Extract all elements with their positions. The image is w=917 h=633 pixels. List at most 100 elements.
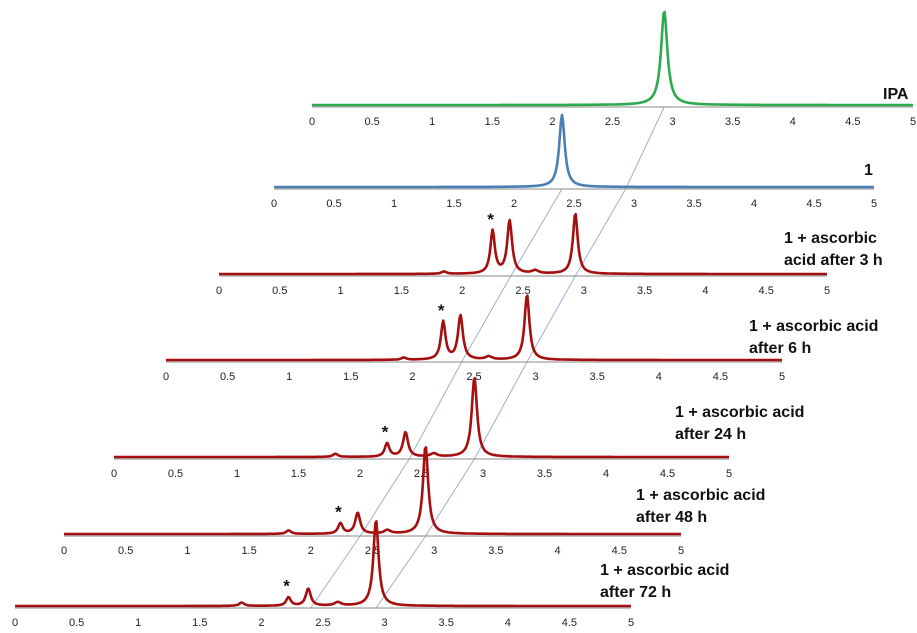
x-tick-label: 1.5 [291,468,306,480]
peak-marker: * [382,422,389,441]
trace-1: 0 0.5 1 1.5 2 2.5 3 3.5 4 4.5 5 IPA [309,10,916,128]
x-tick-label: 2.5 [414,468,429,480]
series-label: 1 + ascorbic acid [636,487,765,504]
x-tick-label: 1.5 [446,198,461,210]
x-tick-label: 3.5 [686,198,701,210]
trace-line [311,10,914,107]
x-tick-label: 4.5 [713,371,728,383]
trace-5: 0 0.5 1 1.5 2 2.5 3 3.5 4 4.5 5 * 1 + ascorbic acid a… [111,377,804,480]
x-tick-label: 4.5 [660,468,675,480]
series-label: after 48 h [636,509,707,526]
x-tick-label: 0 [163,371,169,383]
x-tick-label: 1.5 [394,285,409,297]
x-tick-label: 2.5 [566,198,581,210]
peak-marker: * [438,301,445,320]
x-tick-label: 2 [459,285,465,297]
x-tick-label: 3 [670,116,676,128]
x-tick-label: 1.5 [343,371,358,383]
trace-7: 0 0.5 1 1.5 2 2.5 3 3.5 4 4.5 5 * 1 + ascorbic acid a… [12,520,729,629]
trace-6: 0 0.5 1 1.5 2 2.5 3 3.5 4 4.5 5 * 1 + ascorbic acid a… [61,446,765,557]
series-label: 1 [864,162,873,179]
x-tick-label: 1 [286,371,292,383]
x-tick-label: 2 [549,116,555,128]
x-tick-label: 4 [751,198,757,210]
x-tick-label: 2 [308,545,314,557]
x-tick-label: 3 [631,198,637,210]
x-tick-label: 5 [824,285,830,297]
x-tick-label: 2 [258,617,264,629]
x-tick-label: 5 [726,468,732,480]
trace-line [165,294,783,362]
x-tick-label: 4 [656,371,662,383]
x-tick-label: 3 [533,371,539,383]
x-tick-label: 3.5 [590,371,605,383]
x-tick-label: 2 [511,198,517,210]
x-tick-label: 0.5 [272,285,287,297]
x-tick-label: 0.5 [364,116,379,128]
x-tick-label: 0 [111,468,117,480]
x-tick-label: 4.5 [612,545,627,557]
x-tick-label: 4 [702,285,708,297]
x-tick-label: 0.5 [168,468,183,480]
x-tick-label: 0.5 [326,198,341,210]
x-tick-label: 5 [628,617,634,629]
x-tick-label: 3 [581,285,587,297]
x-tick-label: 0 [12,617,18,629]
x-tick-label: 1.5 [485,116,500,128]
x-tick-label: 1 [234,468,240,480]
x-tick-label: 4.5 [759,285,774,297]
trace-4: 0 0.5 1 1.5 2 2.5 3 3.5 4 4.5 5 * 1 + ascorbic acid a… [163,294,878,383]
x-tick-label: 1 [429,116,435,128]
x-tick-label: 1 [338,285,344,297]
x-tick-label: 3 [431,545,437,557]
trace-line [218,212,828,276]
series-label: 1 + ascorbic acid [675,404,804,421]
series-label: after 6 h [749,340,811,357]
x-tick-label: 3.5 [439,617,454,629]
x-tick-label: 4 [555,545,561,557]
trace-line [273,113,875,189]
series-label: 1 + ascorbic [784,230,877,247]
series-label: 1 + ascorbic acid [749,318,878,335]
peak-marker: * [335,502,342,521]
x-tick-label: 0.5 [220,371,235,383]
x-tick-label: 4.5 [562,617,577,629]
guide-line [310,188,563,609]
x-tick-label: 5 [910,116,916,128]
trace-line [63,446,682,536]
x-tick-label: 0 [271,198,277,210]
x-tick-label: 3 [480,468,486,480]
x-tick-label: 3.5 [725,116,740,128]
trace-line [14,520,632,608]
series-label: after 24 h [675,426,746,443]
series-label: acid after 3 h [784,252,883,269]
x-tick-label: 4 [505,617,511,629]
x-tick-label: 5 [871,198,877,210]
x-tick-label: 2 [409,371,415,383]
trace-line [113,377,730,459]
x-tick-label: 1.5 [241,545,256,557]
x-tick-label: 0.5 [118,545,133,557]
x-tick-label: 1 [391,198,397,210]
x-tick-label: 0 [61,545,67,557]
x-tick-label: 2.5 [605,116,620,128]
x-tick-label: 2.5 [466,371,481,383]
x-tick-label: 1.5 [192,617,207,629]
x-tick-label: 4.5 [845,116,860,128]
x-tick-label: 4 [790,116,796,128]
x-tick-label: 2.5 [515,285,530,297]
series-label: IPA [883,86,909,103]
trace-2: 0 0.5 1 1.5 2 2.5 3 3.5 4 4.5 5 1 [271,113,877,210]
x-tick-label: 2 [357,468,363,480]
x-tick-label: 4.5 [806,198,821,210]
x-tick-label: 5 [779,371,785,383]
x-tick-label: 1 [184,545,190,557]
peak-marker: * [487,210,494,229]
peak-marker: * [283,576,290,595]
x-tick-label: 3.5 [637,285,652,297]
x-tick-label: 3.5 [537,468,552,480]
x-tick-label: 0 [216,285,222,297]
x-tick-label: 5 [678,545,684,557]
x-tick-label: 2.5 [315,617,330,629]
